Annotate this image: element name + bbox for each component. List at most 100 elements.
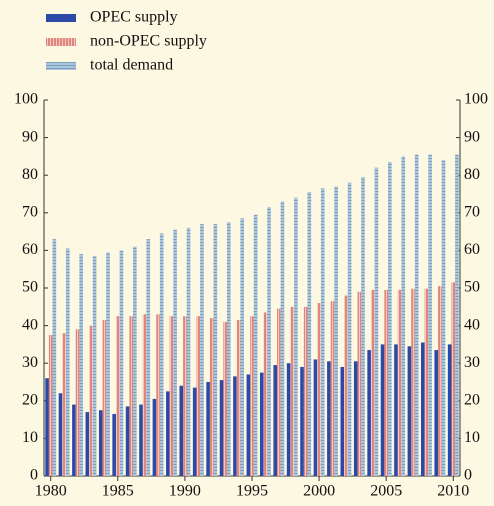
y2-tick-label: 0 xyxy=(464,467,472,484)
bar xyxy=(300,366,304,476)
bar xyxy=(411,288,415,476)
bar xyxy=(102,319,107,476)
y-tick-label: 20 xyxy=(22,391,38,408)
y-tick-label: 60 xyxy=(22,241,38,258)
bar xyxy=(320,188,325,477)
x-tick-label: 1995 xyxy=(236,483,268,500)
y2-tick-label: 90 xyxy=(464,128,480,145)
bar xyxy=(451,282,456,476)
bar xyxy=(219,380,224,476)
bar xyxy=(317,303,321,476)
bar xyxy=(65,248,70,476)
y-tick-label: 50 xyxy=(22,279,38,296)
bar xyxy=(414,154,419,476)
y2-tick-label: 70 xyxy=(464,203,480,220)
bar xyxy=(253,214,258,476)
bar xyxy=(152,398,157,476)
bar xyxy=(62,333,66,476)
x-tick-label: 2005 xyxy=(370,483,402,500)
x-tick-label: 2010 xyxy=(437,483,469,500)
x-tick-label: 2000 xyxy=(303,483,335,500)
bar xyxy=(133,246,137,476)
bar xyxy=(374,167,379,476)
bar xyxy=(421,342,425,476)
y-tick-label: 0 xyxy=(30,467,38,484)
y2-tick-label: 20 xyxy=(464,391,480,408)
bar xyxy=(92,256,97,476)
bar xyxy=(441,160,446,476)
bar xyxy=(179,385,184,476)
bar xyxy=(89,325,93,476)
bar xyxy=(48,335,53,476)
bar xyxy=(263,312,268,476)
bar xyxy=(286,363,291,476)
bar xyxy=(192,387,197,476)
bar xyxy=(233,376,237,476)
bar xyxy=(455,154,459,476)
bar xyxy=(313,359,318,476)
legend-swatch xyxy=(46,14,76,22)
y-tick-label: 10 xyxy=(22,429,38,446)
bar xyxy=(142,314,147,476)
x-tick-label: 1985 xyxy=(102,483,134,500)
bar xyxy=(183,316,187,476)
bar xyxy=(58,393,63,476)
legend-label: total demand xyxy=(90,57,173,74)
bar xyxy=(129,316,134,476)
bar xyxy=(344,295,348,476)
bar xyxy=(159,233,164,476)
bar xyxy=(384,289,389,476)
bar xyxy=(294,197,298,476)
bar xyxy=(200,224,204,476)
bar xyxy=(169,316,174,476)
x-tick-label: 1990 xyxy=(169,483,201,500)
bar xyxy=(401,156,406,476)
bar xyxy=(125,406,130,476)
bar xyxy=(397,289,402,476)
bar xyxy=(407,346,412,476)
bar xyxy=(347,182,352,476)
y2-tick-label: 30 xyxy=(464,354,480,371)
bar xyxy=(246,374,251,476)
bar xyxy=(98,410,103,476)
y2-tick-label: 50 xyxy=(464,279,480,296)
bar xyxy=(353,361,358,476)
bar xyxy=(428,154,432,476)
bar xyxy=(357,291,362,476)
bar xyxy=(112,413,116,476)
bar xyxy=(327,361,331,476)
bar xyxy=(115,316,120,476)
bar xyxy=(259,372,264,476)
bar xyxy=(119,250,124,476)
bar xyxy=(146,239,151,476)
bar xyxy=(250,316,254,476)
bar xyxy=(447,344,452,476)
bar xyxy=(277,308,281,476)
y2-tick-label: 100 xyxy=(464,91,488,108)
bar xyxy=(240,218,245,476)
bar xyxy=(156,314,160,476)
bar xyxy=(223,321,227,476)
legend-label: OPEC supply xyxy=(90,9,178,26)
bar xyxy=(72,404,76,476)
bar xyxy=(52,239,57,476)
bar xyxy=(173,229,177,476)
legend-label: non-OPEC supply xyxy=(90,33,207,50)
bar xyxy=(290,306,295,476)
bar xyxy=(340,366,345,476)
y-tick-label: 30 xyxy=(22,354,38,371)
y2-tick-label: 40 xyxy=(464,316,480,333)
bar xyxy=(139,404,143,476)
bar xyxy=(307,192,312,476)
bar xyxy=(273,365,278,476)
bar xyxy=(106,252,110,476)
bar xyxy=(380,344,385,476)
bar xyxy=(370,289,375,476)
bar xyxy=(45,378,49,476)
y-tick-label: 80 xyxy=(22,166,38,183)
bar xyxy=(388,162,392,477)
bar xyxy=(226,222,231,476)
bar xyxy=(438,286,442,476)
